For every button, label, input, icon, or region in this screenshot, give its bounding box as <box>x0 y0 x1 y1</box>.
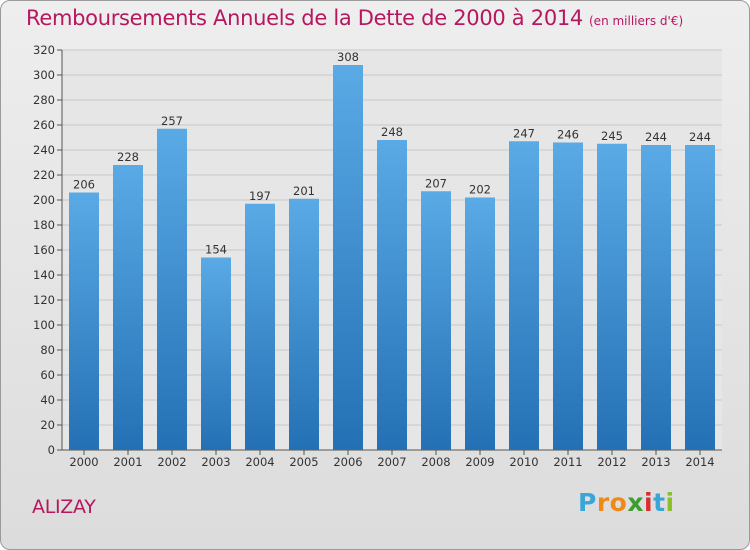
x-tick-label: 2007 <box>377 455 406 469</box>
logo-letter: P <box>578 488 597 517</box>
x-tick-label: 2002 <box>157 455 186 469</box>
data-label: 207 <box>425 176 447 190</box>
x-tick-label: 2005 <box>289 455 318 469</box>
y-tick-label: 120 <box>33 293 55 307</box>
x-tick-label: 2006 <box>333 455 362 469</box>
bar <box>465 197 495 450</box>
y-tick-label: 200 <box>33 193 55 207</box>
y-tick-label: 320 <box>33 43 55 57</box>
y-tick-label: 100 <box>33 318 55 332</box>
data-label: 244 <box>689 130 711 144</box>
data-label: 248 <box>381 125 403 139</box>
bar <box>289 198 319 450</box>
bar <box>641 145 671 450</box>
data-label: 202 <box>469 183 491 197</box>
y-tick-label: 180 <box>33 218 55 232</box>
logo-letter: x <box>627 488 644 517</box>
chart-title-text: Remboursements Annuels de la Dette de 20… <box>26 6 583 30</box>
y-tick-label: 240 <box>33 143 55 157</box>
logo-letter: o <box>609 488 628 517</box>
y-tick-label: 300 <box>33 68 55 82</box>
y-tick-label: 60 <box>40 368 55 382</box>
data-label: 245 <box>601 129 623 143</box>
x-tick-label: 2003 <box>201 455 230 469</box>
bar <box>69 192 99 450</box>
bar <box>377 140 407 450</box>
data-label: 206 <box>73 178 95 192</box>
data-label: 247 <box>513 126 535 140</box>
y-tick-label: 220 <box>33 168 55 182</box>
y-tick-label: 80 <box>40 343 55 357</box>
bar <box>201 257 231 450</box>
data-label: 308 <box>337 50 359 64</box>
x-tick-label: 2011 <box>553 455 582 469</box>
y-tick-label: 160 <box>33 243 55 257</box>
y-tick-label: 20 <box>40 418 55 432</box>
bar <box>685 145 715 450</box>
chart-subtitle: (en milliers d'€) <box>589 14 684 28</box>
x-tick-label: 2010 <box>509 455 538 469</box>
y-tick-label: 280 <box>33 93 55 107</box>
x-tick-label: 2012 <box>597 455 626 469</box>
bar-chart: 0 20 40 60 80 100 120 140 160 180 200 220 240 260 280 3… <box>33 43 722 469</box>
bar <box>597 143 627 450</box>
data-label: 154 <box>205 243 227 257</box>
data-label: 257 <box>161 114 183 128</box>
bar <box>333 65 363 450</box>
y-tick-label: 140 <box>33 268 55 282</box>
data-label: 201 <box>293 184 315 198</box>
x-tick-label: 2013 <box>641 455 670 469</box>
logo-letter: t <box>653 488 666 517</box>
logo-letter: r <box>596 488 610 517</box>
y-tick-label: 40 <box>40 393 55 407</box>
logo-letter: i <box>644 488 654 517</box>
x-tick-label: 2000 <box>69 455 98 469</box>
bar <box>113 165 143 450</box>
x-tick-label: 2014 <box>685 455 714 469</box>
data-label: 246 <box>557 128 579 142</box>
location-label: ALIZAY <box>32 496 96 518</box>
data-label: 244 <box>645 130 667 144</box>
data-label: 228 <box>117 150 139 164</box>
proxiti-logo: Proxiti <box>578 488 675 517</box>
chart-title: Remboursements Annuels de la Dette de 20… <box>26 6 683 30</box>
bar <box>509 141 539 450</box>
bar <box>421 191 451 450</box>
logo-letter: i <box>665 488 675 517</box>
y-tick-label: 260 <box>33 118 55 132</box>
x-tick-label: 2001 <box>113 455 142 469</box>
bar <box>245 203 275 450</box>
x-tick-label: 2009 <box>465 455 494 469</box>
bar <box>553 142 583 450</box>
x-tick-label: 2004 <box>245 455 274 469</box>
data-label: 197 <box>249 189 271 203</box>
bar <box>157 128 187 450</box>
x-tick-label: 2008 <box>421 455 450 469</box>
y-tick-label: 0 <box>48 443 55 457</box>
